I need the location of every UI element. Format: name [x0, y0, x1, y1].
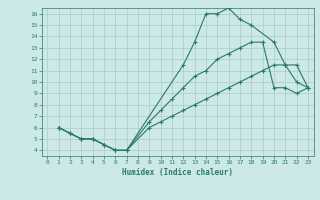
X-axis label: Humidex (Indice chaleur): Humidex (Indice chaleur): [122, 168, 233, 177]
